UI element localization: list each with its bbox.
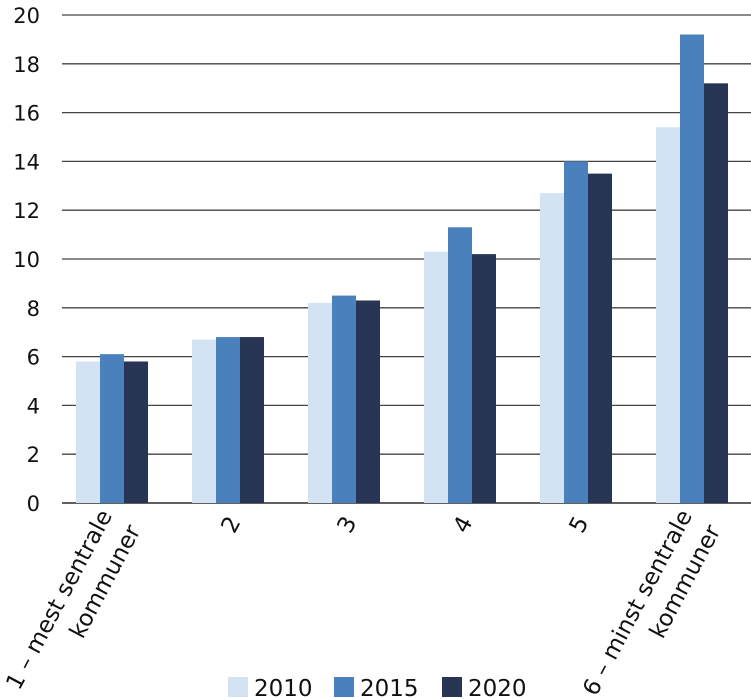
bar-2010-1 (76, 361, 100, 503)
legend-label: 2010 (254, 676, 313, 699)
x-tick-label-line: 4 (449, 512, 479, 537)
legend-label: 2020 (468, 676, 527, 699)
bar-2010-5 (540, 193, 564, 503)
x-tick-label: 4 (449, 512, 479, 537)
x-tick-label-line: 2 (217, 512, 247, 537)
bar-2020-6 (704, 83, 728, 503)
bar-2015-3 (332, 295, 356, 503)
legend-item-2010: 2010 (228, 676, 313, 699)
y-tick-label: 0 (27, 492, 40, 516)
y-tick-label: 10 (13, 248, 40, 272)
bar-2020-2 (240, 337, 264, 503)
bar-2020-5 (588, 173, 612, 503)
y-tick-label: 2 (27, 443, 40, 467)
y-tick-label: 16 (13, 102, 40, 126)
bar-2020-4 (472, 254, 496, 503)
x-tick-label-line: 3 (333, 512, 363, 537)
bar-2010-3 (308, 302, 332, 503)
bar-2015-5 (564, 161, 588, 503)
y-tick-label: 6 (27, 346, 40, 370)
x-tick-label: 5 (565, 512, 595, 537)
legend-swatch (334, 677, 354, 697)
bar-2015-2 (216, 337, 240, 503)
y-tick-label: 18 (13, 53, 40, 77)
bar-2010-4 (424, 251, 448, 503)
y-tick-label: 20 (13, 4, 40, 28)
legend-swatch (228, 677, 248, 697)
x-tick-label-line: 5 (565, 512, 595, 537)
legend-item-2020: 2020 (442, 676, 527, 699)
bar-2015-6 (680, 34, 704, 504)
y-tick-label: 8 (27, 297, 40, 321)
bar-2020-3 (356, 300, 380, 503)
legend-label: 2015 (360, 676, 419, 699)
legend-item-2015: 2015 (334, 676, 419, 699)
x-tick-label: 2 (217, 512, 247, 537)
bar-2015-4 (448, 227, 472, 503)
y-tick-label: 14 (13, 150, 40, 174)
legend-swatch (442, 677, 462, 697)
y-tick-label: 12 (13, 199, 40, 223)
y-tick-label: 4 (27, 394, 40, 418)
bar-2010-6 (656, 127, 680, 504)
bar-2020-1 (124, 361, 148, 503)
x-tick-label: 3 (333, 512, 363, 537)
bar-2015-1 (100, 354, 124, 503)
bar-2010-2 (192, 339, 216, 503)
